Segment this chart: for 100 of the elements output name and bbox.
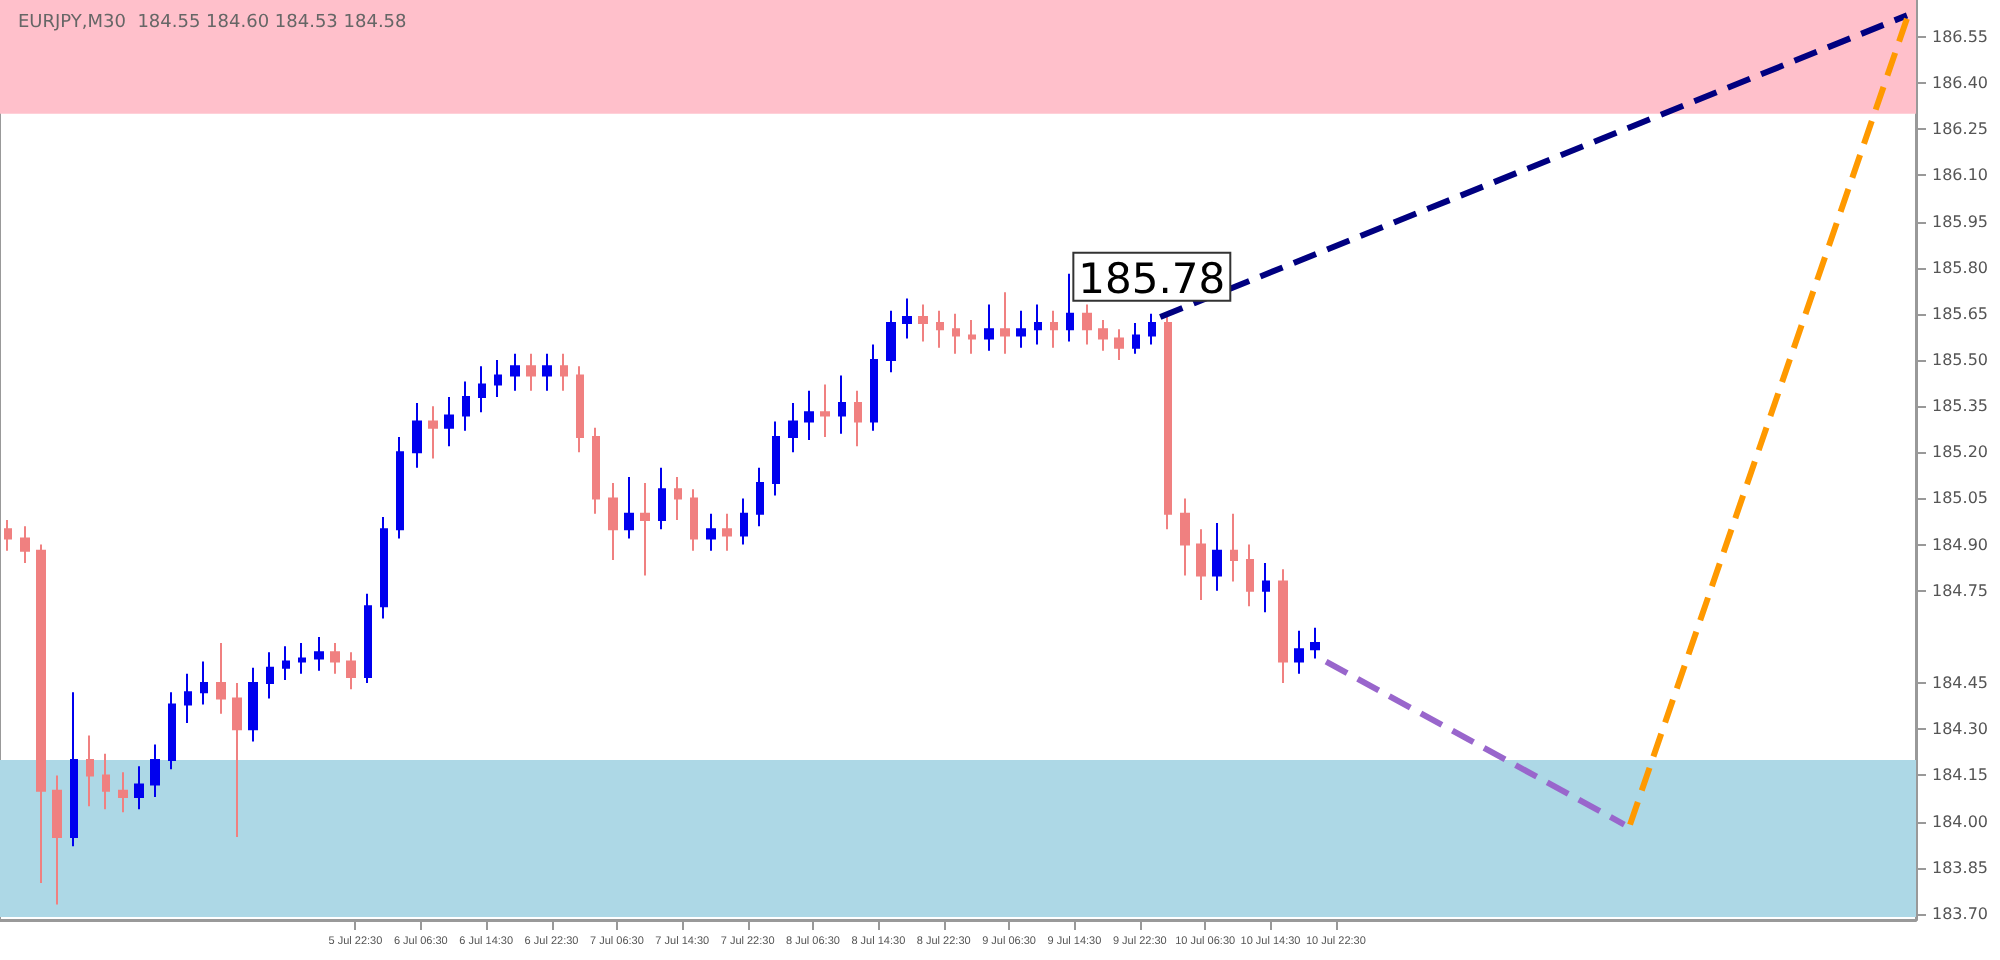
candlestick bbox=[314, 635, 324, 672]
candlestick bbox=[380, 515, 388, 620]
candlestick bbox=[608, 482, 618, 561]
candlestick bbox=[248, 666, 258, 743]
candlestick bbox=[478, 365, 486, 414]
y-tick-label: 184.90 bbox=[1932, 535, 1988, 554]
candlestick bbox=[756, 466, 764, 528]
candlestick bbox=[1034, 303, 1042, 346]
candlestick bbox=[1196, 528, 1206, 601]
candlestick bbox=[1294, 629, 1304, 675]
candlestick bbox=[1212, 522, 1222, 592]
candlestick bbox=[444, 395, 454, 448]
candlestick bbox=[1262, 562, 1270, 614]
candlestick bbox=[4, 519, 12, 552]
candlestick bbox=[936, 309, 944, 349]
candlestick bbox=[526, 352, 536, 392]
candlestick bbox=[1230, 512, 1238, 583]
candlestick bbox=[1114, 328, 1124, 361]
candlestick bbox=[70, 691, 78, 848]
candlestick bbox=[200, 660, 208, 706]
candlestick bbox=[918, 303, 928, 343]
candlestick bbox=[592, 426, 600, 515]
candlestick bbox=[804, 389, 814, 441]
candlestick bbox=[788, 402, 798, 454]
text: EURJPY,M30 184.55 184.60 184.53 184.58 bbox=[18, 13, 408, 33]
candlestick bbox=[740, 497, 748, 546]
candlestick bbox=[494, 359, 502, 398]
y-tick-label: 183.85 bbox=[1932, 858, 1988, 877]
candlestick bbox=[330, 642, 340, 675]
candlestick bbox=[576, 365, 584, 454]
y-tick-label: 185.20 bbox=[1932, 443, 1988, 462]
candlestick bbox=[690, 488, 698, 552]
candlestick bbox=[428, 405, 438, 460]
candlestick bbox=[1148, 312, 1156, 346]
y-tick-label: 186.10 bbox=[1932, 166, 1988, 185]
candlestick bbox=[820, 383, 830, 438]
candlestick bbox=[542, 352, 552, 392]
candlestick bbox=[86, 734, 94, 808]
candlestick bbox=[412, 402, 422, 469]
y-tick-label: 184.45 bbox=[1932, 674, 1988, 693]
candlestick bbox=[20, 525, 30, 565]
candlestick bbox=[396, 435, 404, 540]
y-tick-label: 185.95 bbox=[1932, 212, 1988, 231]
candlestick bbox=[640, 482, 650, 577]
candlestick bbox=[984, 303, 994, 352]
candlestick bbox=[1050, 309, 1058, 349]
y-tick-label: 186.25 bbox=[1932, 120, 1988, 139]
candlestick bbox=[346, 651, 356, 691]
candlestick bbox=[1246, 543, 1254, 608]
candlestick bbox=[706, 512, 716, 552]
candlestick bbox=[886, 309, 896, 374]
candlestick bbox=[658, 466, 666, 531]
y-tick-label: 185.80 bbox=[1932, 258, 1988, 277]
candlestick bbox=[184, 672, 192, 725]
candlestick bbox=[364, 592, 372, 685]
candlestick bbox=[772, 420, 780, 497]
y-tick-label: 185.50 bbox=[1932, 351, 1988, 369]
candlestick bbox=[510, 352, 520, 392]
candlestick bbox=[1016, 309, 1026, 349]
y-tick-label: 184.00 bbox=[1932, 812, 1988, 831]
y-tick-label: 184.30 bbox=[1932, 720, 1988, 739]
y-tick-label: 184.15 bbox=[1932, 766, 1988, 785]
candlestick bbox=[1180, 497, 1190, 577]
candlestick bbox=[298, 642, 306, 675]
candlestick bbox=[134, 765, 144, 811]
candlestick bbox=[102, 752, 110, 811]
candlestick bbox=[854, 389, 862, 448]
candlestick bbox=[624, 475, 634, 540]
y-tick-label: 186.55 bbox=[1932, 27, 1988, 46]
candlestick bbox=[1310, 626, 1320, 660]
candlestick bbox=[216, 642, 226, 715]
candlestick bbox=[1082, 303, 1092, 346]
candlestick bbox=[1000, 291, 1010, 355]
y-tick-label: 185.65 bbox=[1932, 304, 1988, 323]
candlestick bbox=[282, 645, 290, 681]
candlestick bbox=[150, 743, 160, 798]
candlestick bbox=[674, 475, 682, 521]
y-tick-label: 185.35 bbox=[1932, 397, 1988, 416]
candlestick bbox=[722, 512, 732, 552]
candlestick bbox=[36, 543, 46, 885]
candlestick bbox=[1098, 319, 1108, 352]
candlestick bbox=[870, 343, 878, 432]
candlestick bbox=[1278, 568, 1288, 685]
y-tick-label: 183.70 bbox=[1932, 904, 1988, 923]
candlestick bbox=[560, 352, 568, 392]
annotation: 185.78 bbox=[1078, 254, 1226, 303]
candlestick bbox=[1132, 322, 1140, 355]
candlestick bbox=[1066, 272, 1074, 343]
y-tick-label: 184.75 bbox=[1932, 581, 1988, 600]
candlestick bbox=[266, 651, 274, 700]
candlestick bbox=[1164, 315, 1172, 531]
candlestick bbox=[232, 682, 242, 838]
candlestick bbox=[838, 374, 846, 435]
candlestick bbox=[168, 691, 176, 771]
candlestick bbox=[902, 297, 912, 340]
candlestick bbox=[462, 380, 470, 432]
candlestick bbox=[968, 319, 976, 355]
candlestick bbox=[952, 312, 960, 355]
y-tick-label: 185.05 bbox=[1932, 489, 1988, 508]
candlestick bbox=[52, 774, 62, 906]
